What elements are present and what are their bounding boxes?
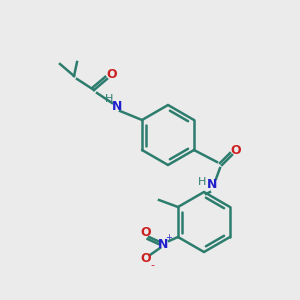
Text: O: O bbox=[141, 226, 151, 239]
Text: N: N bbox=[112, 100, 122, 112]
Text: H: H bbox=[105, 94, 113, 104]
Text: N: N bbox=[158, 238, 168, 250]
Text: -: - bbox=[150, 260, 154, 270]
Text: N: N bbox=[207, 178, 217, 191]
Text: O: O bbox=[141, 253, 151, 266]
Text: O: O bbox=[107, 68, 117, 82]
Text: H: H bbox=[198, 177, 206, 187]
Text: O: O bbox=[231, 145, 241, 158]
Text: +: + bbox=[166, 232, 172, 242]
